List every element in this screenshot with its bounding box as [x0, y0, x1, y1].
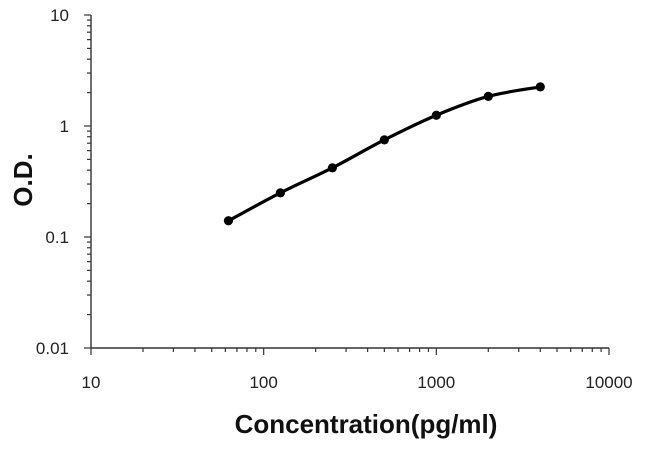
data-point	[223, 216, 234, 226]
y-axis-title: O.D.	[8, 153, 38, 206]
y-tick-label: 0.01	[36, 339, 69, 358]
y-tick-label: 10	[50, 6, 69, 25]
x-axis-title: Concentration(pg/ml)	[235, 409, 498, 439]
ticks	[84, 14, 610, 355]
data-point	[483, 91, 493, 101]
data-point	[327, 163, 337, 173]
x-tick-label: 10000	[585, 373, 632, 392]
data-point	[431, 110, 441, 120]
tick-labels: 0.01 0.1 1 10 10 100 1000 10000	[36, 6, 633, 392]
x-tick-label: 100	[249, 373, 277, 392]
y-tick-label: 0.1	[45, 228, 69, 247]
x-tick-label: 1000	[417, 373, 455, 392]
axes	[90, 15, 609, 349]
data-point	[379, 135, 389, 145]
data-point	[535, 82, 545, 92]
y-tick-label: 1	[60, 117, 69, 136]
x-tick-label: 10	[82, 373, 101, 392]
standard-curve-line	[226, 85, 542, 223]
data-point	[275, 188, 285, 198]
series	[223, 82, 545, 226]
